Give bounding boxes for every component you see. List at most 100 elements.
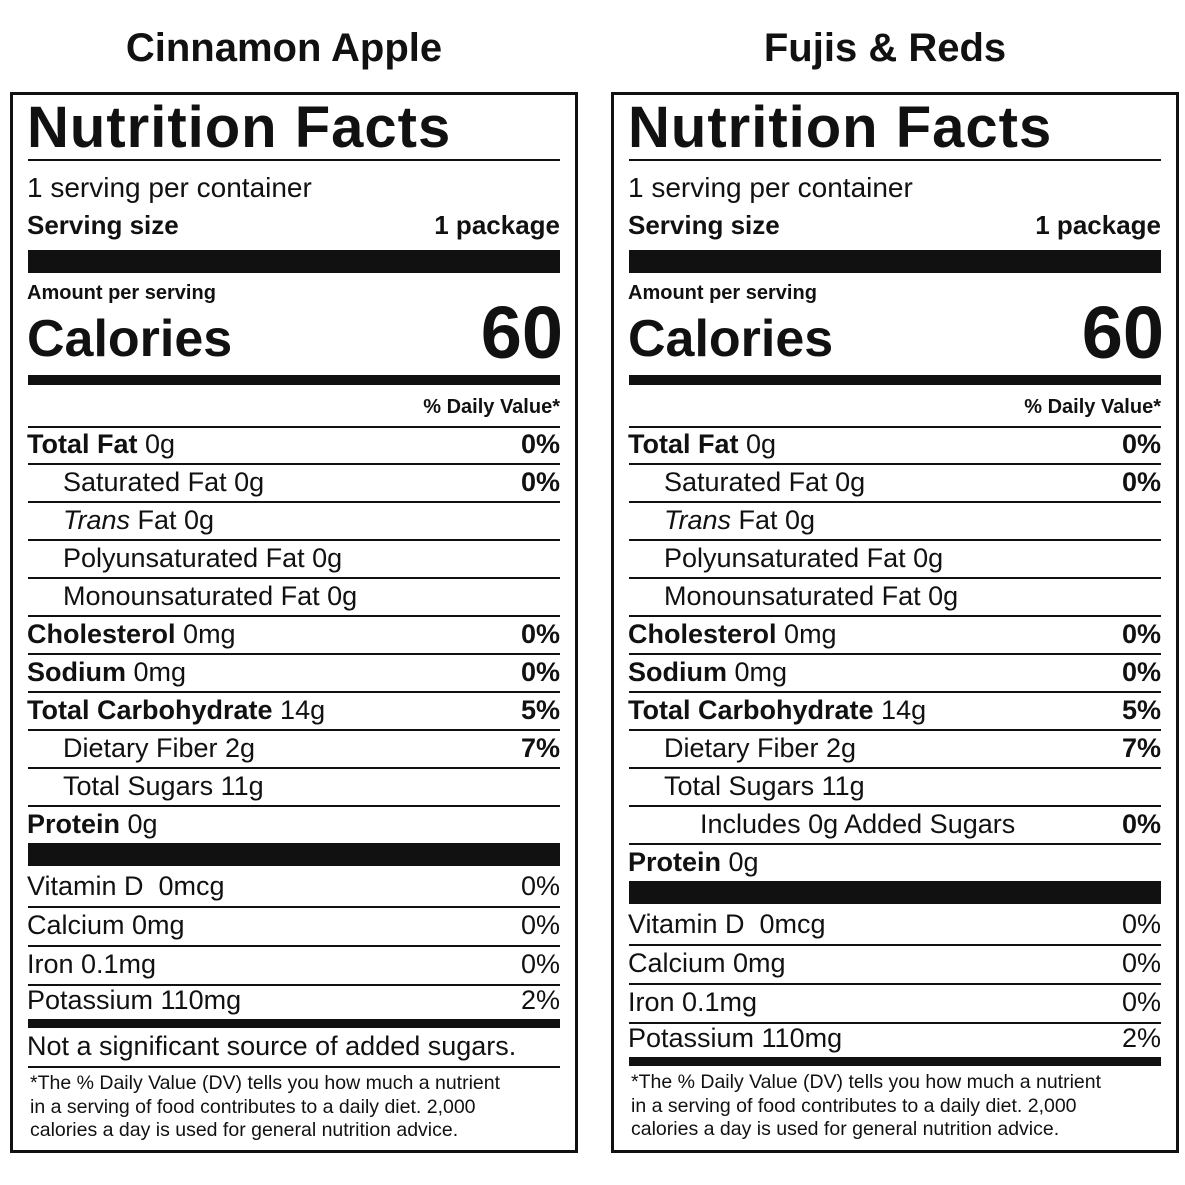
nutrient-name: Cholesterol [27,619,176,650]
calories-label: Calories [27,310,233,369]
row-divider [629,843,1161,845]
nutrient-row: Monounsaturated Fat 0g [664,579,958,614]
vitamin-name: Iron 0.1mg [628,987,758,1018]
nutrient-space [120,809,128,839]
serving-size-label: Serving size [27,210,179,241]
nutrient-row: Sodium 0mg [27,655,186,690]
nutrient-row: Total Carbohydrate 14g [628,693,926,728]
vitamin-dv: 0% [520,910,560,941]
row-divider [28,805,560,807]
nutrient-name: Dietary Fiber 2g [63,733,256,764]
footnote-line: calories a day is used for general nutri… [30,1119,459,1142]
vitamin-dv: 0% [1121,909,1161,940]
vitamin-dv: 0% [520,871,560,902]
nutrient-name: Saturated Fat 0g [664,467,866,498]
row-divider [28,984,560,986]
nutrient-name: Monounsaturated Fat 0g [664,581,959,612]
nutrient-name: Dietary Fiber 2g [664,733,857,764]
row-divider [629,1022,1161,1024]
product-name: Cinnamon Apple [125,26,443,70]
nutrient-italic: Trans [664,505,732,536]
footnote-line: *The % Daily Value (DV) tells you how mu… [30,1072,501,1095]
nutrient-name: Polyunsaturated Fat 0g [63,543,343,574]
row-divider [28,501,560,503]
daily-value: 0% [520,429,560,460]
footnote-line: *The % Daily Value (DV) tells you how mu… [631,1071,1102,1094]
nutrient-name: Polyunsaturated Fat 0g [664,543,944,574]
nutrient-name: Includes 0g Added Sugars [700,809,1016,840]
nutrient-row: Dietary Fiber 2g [664,731,856,766]
nutrient-row: Dietary Fiber 2g [63,731,255,766]
vitamin-name: Iron 0.1mg [27,949,157,980]
daily-value: 7% [520,733,560,764]
product-name: Fujis & Reds [763,26,1007,70]
row-divider [629,577,1161,579]
nutrient-name: Fat 0g [738,505,816,536]
vitamin-name: Calcium 0mg [628,948,786,979]
nutrient-row: Polyunsaturated Fat 0g [63,541,342,576]
thick-bar [629,881,1161,904]
nutrient-name: Total Fat [27,429,138,460]
nutrient-amount: 0mg [133,657,187,688]
serving-size-label: Serving size [628,210,780,241]
row-divider [629,691,1161,693]
vitamin-dv: 0% [520,949,560,980]
footnote-line: in a serving of food contributes to a da… [631,1094,1077,1117]
calories-label: Calories [628,310,834,369]
nutrient-row: Trans Fat 0g [664,503,815,538]
medium-bar [28,375,560,385]
row-divider [629,729,1161,731]
row-divider [28,615,560,617]
divider [28,426,560,428]
daily-value: 0% [520,619,560,650]
nutrient-name: Sodium [628,657,727,688]
note: Not a significant source of added sugars… [27,1031,517,1062]
nutrient-name: Monounsaturated Fat 0g [63,581,358,612]
nutrient-amount: 0mg [734,657,788,688]
nutrient-row: Protein 0g [27,807,158,842]
nutrient-space [727,657,735,687]
thick-bar [28,843,560,866]
vitamin-dv: 0% [1121,948,1161,979]
nutrient-row: Saturated Fat 0g [63,465,264,500]
label-title: Nutrition Facts [27,95,452,161]
row-divider [629,944,1161,946]
nutrient-name: Sodium [27,657,126,688]
nutrient-name: Fat 0g [137,505,215,536]
daily-value: 5% [520,695,560,726]
nutrient-space [739,429,747,459]
daily-value: 0% [520,657,560,688]
vitamin-dv: 2% [1121,1023,1161,1054]
amount-per-serving: Amount per serving [27,282,216,304]
daily-value-header: % Daily Value* [1024,396,1161,418]
footnote-line: in a serving of food contributes to a da… [30,1095,476,1118]
vitamin-name: Potassium 110mg [27,985,242,1016]
nutrient-row: Total Fat 0g [628,427,776,462]
row-divider [28,906,560,908]
nutrient-space [130,505,138,535]
vitamin-dv: 2% [520,985,560,1016]
thick-bar [28,250,560,273]
nutrient-space [126,657,134,687]
nutrient-amount: 14g [881,695,927,726]
daily-value: 7% [1121,733,1161,764]
nutrient-amount: 0g [127,809,158,840]
row-divider [629,653,1161,655]
row-divider [629,539,1161,541]
row-divider [28,577,560,579]
divider [629,426,1161,428]
daily-value: 0% [1121,809,1161,840]
footnote-line: calories a day is used for general nutri… [631,1118,1060,1141]
nutrient-row: Total Carbohydrate 14g [27,693,325,728]
row-divider [629,615,1161,617]
nutrient-row: Cholesterol 0mg [27,617,236,652]
nutrient-space [138,429,146,459]
nutrient-space [721,847,729,877]
row-divider [28,653,560,655]
nutrient-amount: 0g [746,429,777,460]
nutrient-row: Total Fat 0g [27,427,175,462]
nutrient-name: Total Carbohydrate [628,695,874,726]
medium-bar [629,375,1161,385]
nutrient-space [731,505,739,535]
